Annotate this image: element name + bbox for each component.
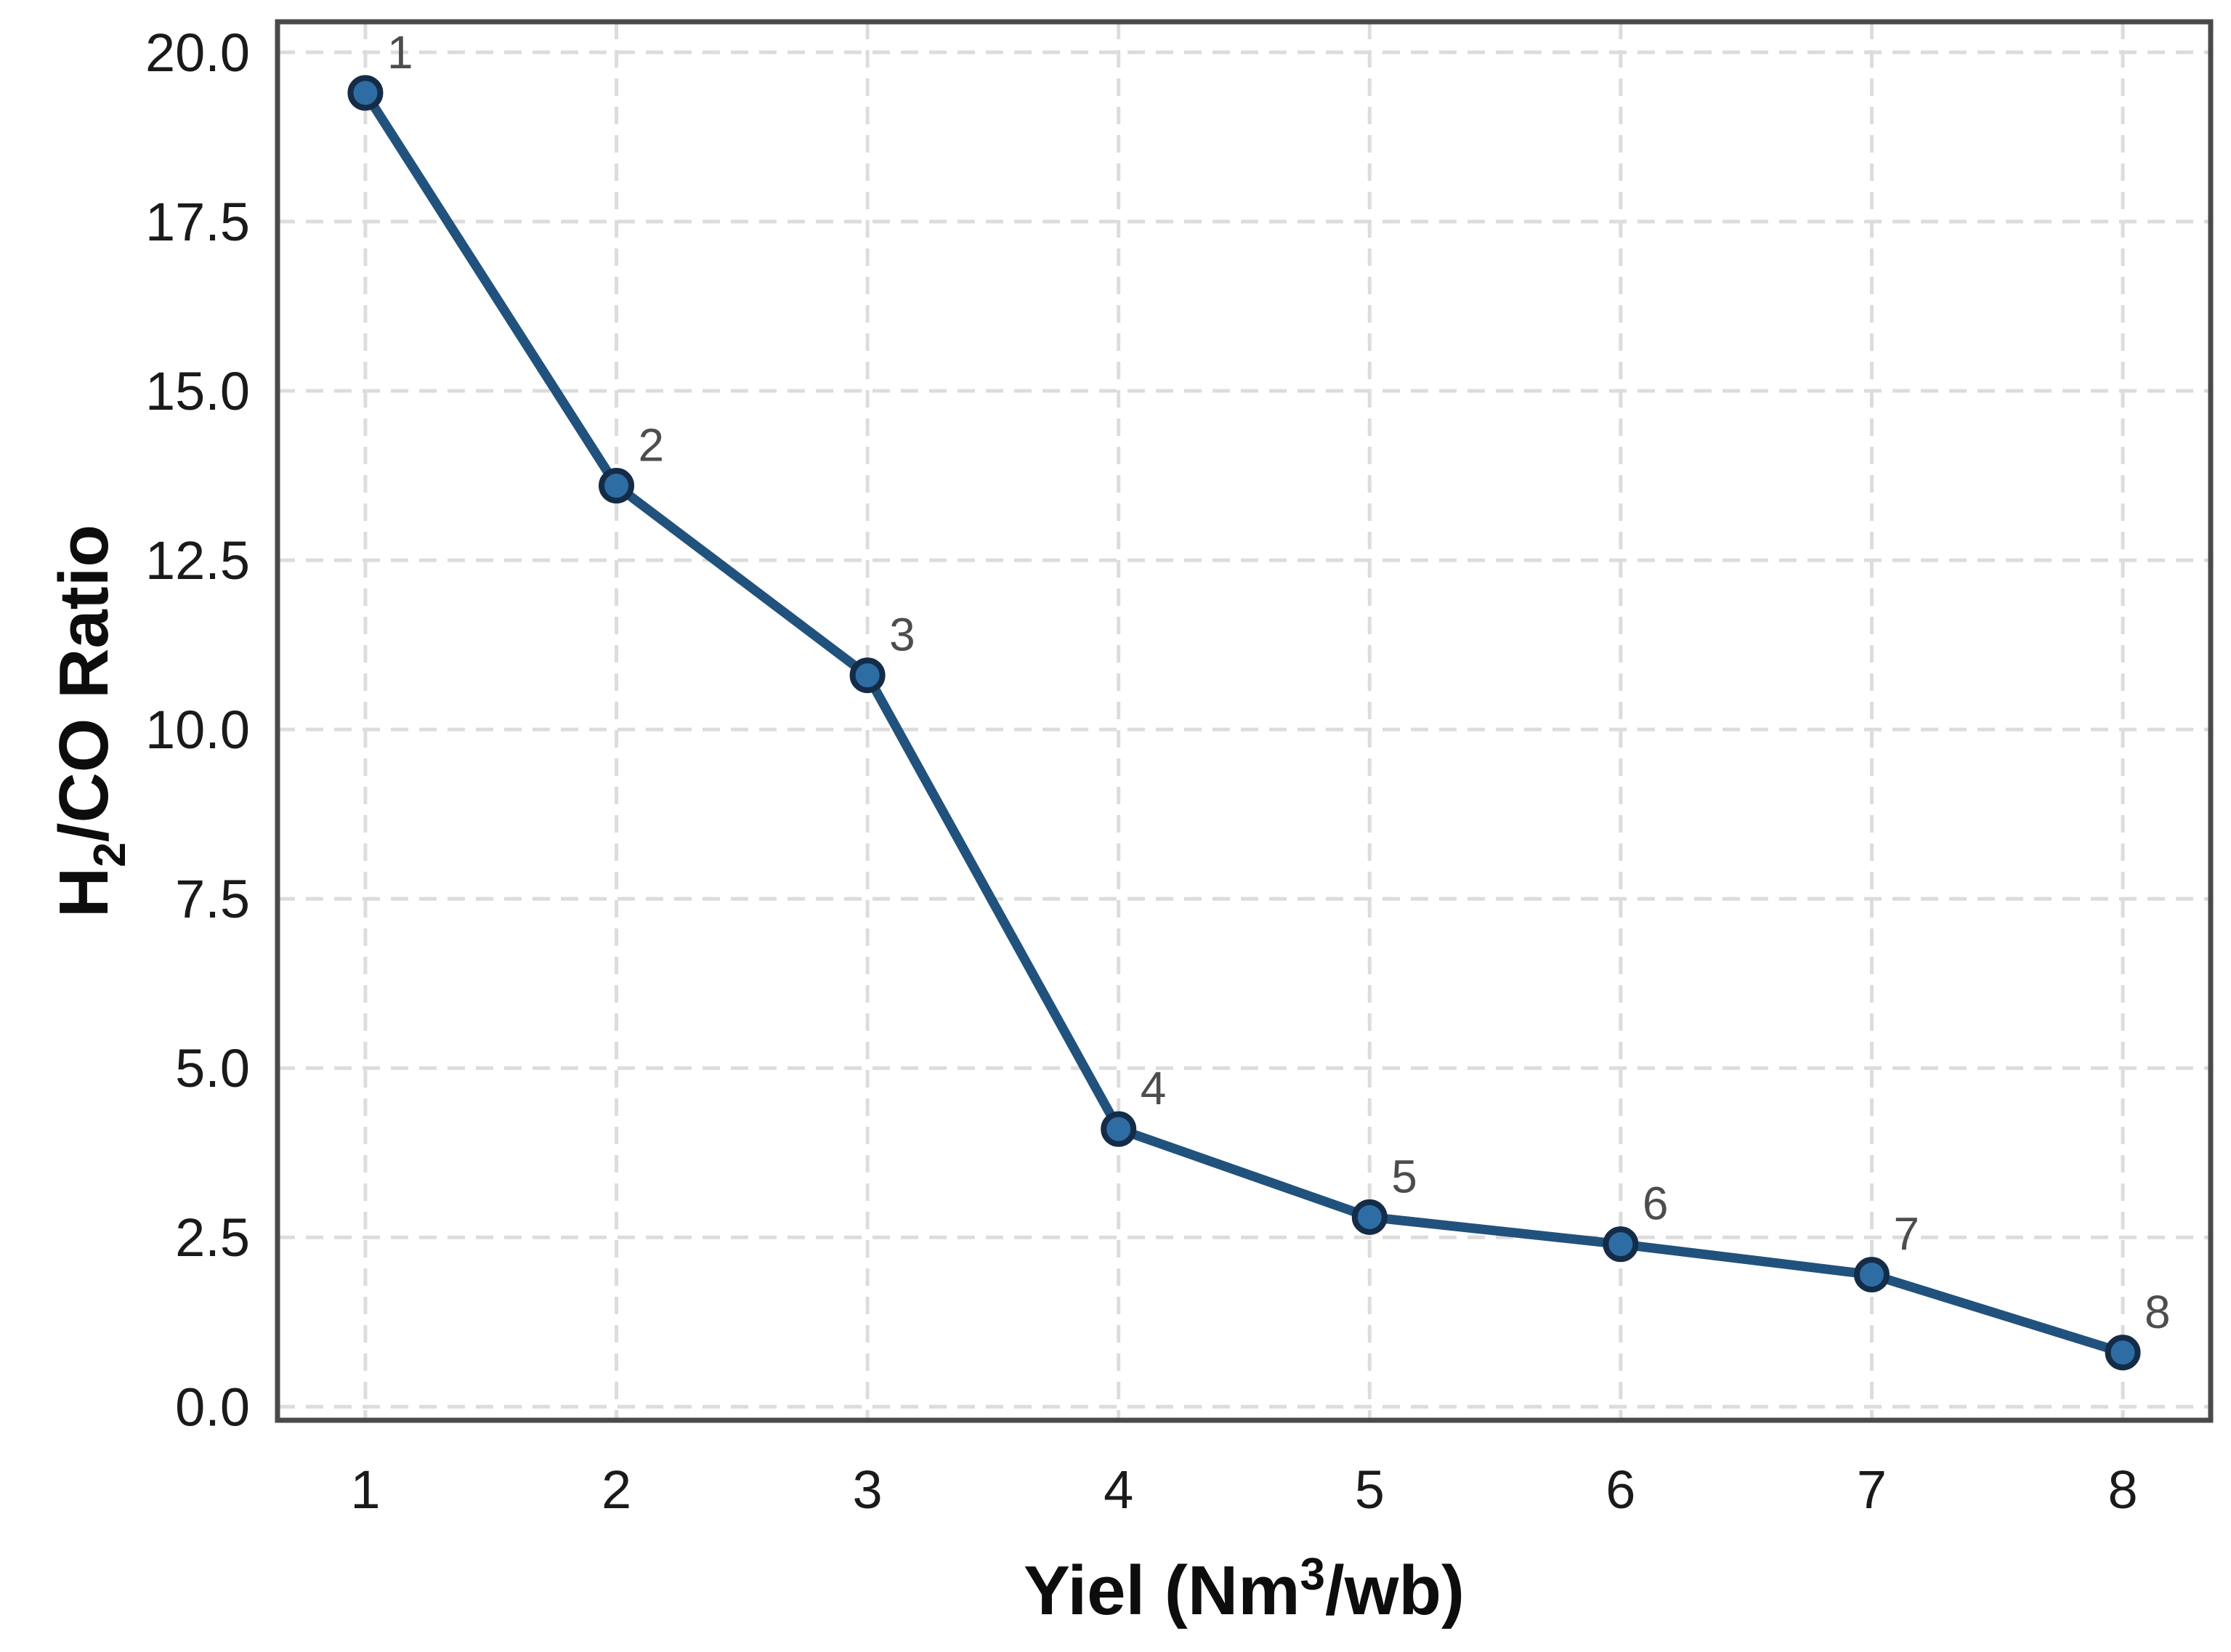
y-tick-label: 0.0 bbox=[175, 1377, 250, 1437]
data-point-marker bbox=[1101, 1111, 1137, 1147]
x-tick-label: 4 bbox=[1104, 1459, 1133, 1520]
y-tick-label: 5.0 bbox=[175, 1038, 250, 1098]
x-axis-label: Yiel (Nm3/wb) bbox=[1024, 1550, 1465, 1629]
y-tick-label: 10.0 bbox=[145, 700, 250, 760]
y-tick-label: 20.0 bbox=[145, 23, 250, 83]
y-tick-label: 17.5 bbox=[145, 192, 250, 252]
y-tick-label: 12.5 bbox=[145, 530, 250, 591]
data-points: 1 2 3 4 5 6 7 8 bbox=[347, 26, 2171, 1371]
data-point-label: 2 bbox=[639, 419, 665, 471]
data-point-marker bbox=[599, 468, 635, 504]
x-tick-label: 2 bbox=[602, 1459, 631, 1520]
axes-spines bbox=[275, 19, 2214, 1423]
x-tick-label: 7 bbox=[1857, 1459, 1887, 1520]
plot-area bbox=[278, 22, 2211, 1420]
data-point-label: 6 bbox=[1643, 1178, 1669, 1230]
x-tick-label: 8 bbox=[2107, 1459, 2137, 1520]
x-tick-labels: 1 2 3 4 5 6 7 8 bbox=[350, 1459, 2137, 1520]
data-point-label: 5 bbox=[1391, 1150, 1417, 1202]
y-tick-label: 7.5 bbox=[175, 869, 250, 929]
data-line bbox=[360, 88, 2128, 1358]
y-tick-label: 15.0 bbox=[145, 361, 250, 421]
data-point-marker bbox=[1351, 1199, 1388, 1235]
y-axis-label: H2/CO Ratio bbox=[45, 525, 135, 918]
x-tick-label: 6 bbox=[1606, 1459, 1635, 1520]
data-point-marker bbox=[1603, 1226, 1639, 1263]
gridlines bbox=[278, 22, 2211, 1420]
data-point-marker bbox=[1853, 1257, 1890, 1293]
data-point-marker bbox=[2105, 1335, 2141, 1371]
y-tick-label: 2.5 bbox=[175, 1207, 250, 1268]
y-tick-labels: 0.0 2.5 5.0 7.5 10.0 12.5 15.0 17.5 20.0 bbox=[145, 23, 250, 1437]
data-point-label: 4 bbox=[1141, 1062, 1167, 1114]
data-point-label: 7 bbox=[1893, 1208, 1919, 1260]
data-point-label: 1 bbox=[387, 26, 413, 78]
data-point-label: 3 bbox=[889, 609, 915, 661]
data-point-marker bbox=[849, 657, 886, 694]
x-tick-label: 5 bbox=[1355, 1459, 1385, 1520]
x-tick-label: 3 bbox=[853, 1459, 883, 1520]
data-point-marker bbox=[347, 75, 384, 111]
data-point-label: 8 bbox=[2145, 1286, 2171, 1338]
x-tick-label: 1 bbox=[350, 1459, 380, 1520]
